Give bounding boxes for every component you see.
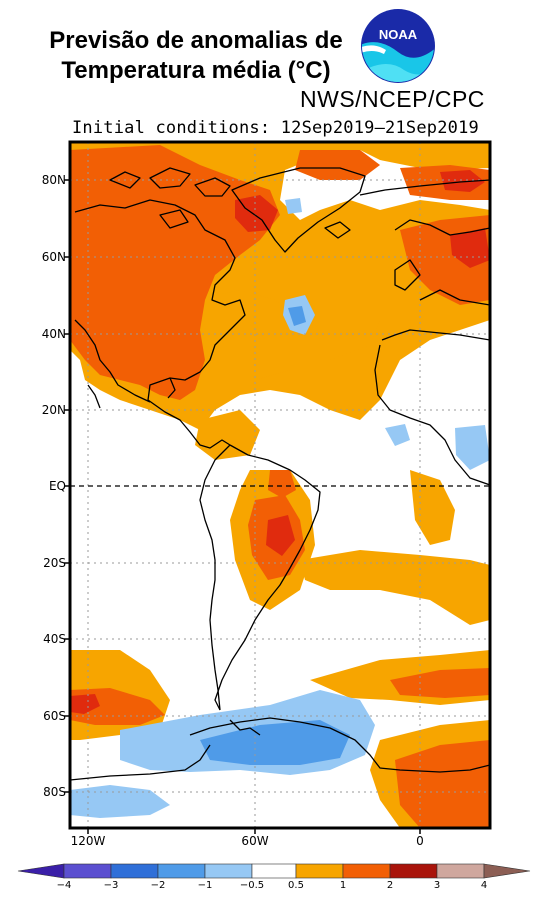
lon-label-0: 0 bbox=[416, 834, 424, 848]
colorbar-tick: 4 bbox=[480, 880, 488, 891]
colorbar-segment bbox=[342, 863, 391, 879]
anomaly-region-cold bbox=[288, 306, 306, 326]
map-title: Previsão de anomalias de Temperatura méd… bbox=[36, 26, 356, 86]
title-line-2: Temperatura média (°C) bbox=[61, 57, 331, 84]
colorbar bbox=[17, 863, 531, 879]
grid bbox=[70, 142, 490, 828]
colorbar-arrow-low bbox=[17, 863, 65, 879]
title-line-1: Previsão de anomalias de bbox=[49, 27, 343, 54]
colorbar-segment bbox=[389, 863, 438, 879]
anomaly-region-cold bbox=[200, 720, 350, 765]
anomaly-region-warm bbox=[195, 290, 380, 380]
anomaly-region-hot bbox=[70, 145, 280, 400]
lat-label-eq: EQ bbox=[48, 479, 66, 493]
anomaly-region-very-hot bbox=[266, 515, 295, 556]
colorbar-tick: 1 bbox=[339, 880, 347, 891]
lat-ticks bbox=[64, 179, 70, 793]
agency-label: NWS/NCEP/CPC bbox=[300, 86, 485, 112]
noaa-logo: NOAA bbox=[358, 6, 438, 91]
anomaly-region-very-hot bbox=[440, 170, 485, 192]
colorbar-tick: 2 bbox=[386, 880, 394, 891]
lon-ticks bbox=[87, 828, 421, 834]
lat-label-20n: 20N bbox=[41, 403, 66, 417]
anomaly-region-warm bbox=[300, 550, 490, 625]
colorbar-segment bbox=[110, 863, 159, 879]
lat-label-20s: 20S bbox=[43, 556, 66, 570]
logo-text: NOAA bbox=[379, 27, 418, 42]
anomaly-region-cool bbox=[285, 198, 302, 214]
anomaly-region-hot bbox=[395, 740, 490, 828]
anomaly-region-hot bbox=[390, 668, 490, 698]
colorbar-tick: 0.5 bbox=[288, 880, 304, 891]
anomaly-region-cool bbox=[385, 424, 410, 446]
colorbar-tick: −3 bbox=[103, 880, 119, 891]
anomaly-region-very-hot bbox=[70, 694, 100, 714]
lat-label-60n: 60N bbox=[41, 250, 66, 264]
colorbar-tick: −0.5 bbox=[239, 880, 265, 891]
lat-label-80s: 80S bbox=[43, 785, 66, 799]
anomaly-region-warm bbox=[410, 470, 455, 545]
lat-label-60s: 60S bbox=[43, 709, 66, 723]
colorbar-tick: 3 bbox=[433, 880, 441, 891]
colorbar-tick: −1 bbox=[197, 880, 213, 891]
colorbar-tick: −2 bbox=[150, 880, 166, 891]
colorbar-segment bbox=[204, 863, 253, 879]
lon-label-120w: 120W bbox=[70, 834, 106, 848]
colorbar-segment bbox=[157, 863, 206, 879]
colorbar-segment bbox=[251, 863, 297, 879]
anomaly-region-hot bbox=[295, 150, 380, 180]
colorbar-segment bbox=[295, 863, 344, 879]
coastlines bbox=[70, 167, 490, 781]
anomaly-region-cool bbox=[455, 425, 490, 470]
lat-label-40s: 40S bbox=[43, 632, 66, 646]
colorbar-tick: −4 bbox=[56, 880, 72, 891]
colorbar-segment bbox=[436, 863, 485, 879]
anomaly-region-cool bbox=[70, 785, 170, 818]
colorbar-segment bbox=[63, 863, 112, 879]
anomaly-region-hot bbox=[268, 470, 296, 498]
map-frame bbox=[68, 140, 492, 830]
anomaly-region-very-hot bbox=[450, 228, 490, 268]
lat-label-40n: 40N bbox=[41, 327, 66, 341]
initial-conditions: Initial conditions: 12Sep2019–21Sep2019 bbox=[72, 118, 479, 138]
colorbar-arrow-high bbox=[483, 863, 531, 879]
anomaly-region-very-hot bbox=[235, 195, 278, 232]
lon-label-60w: 60W bbox=[241, 834, 269, 848]
lat-label-80n: 80N bbox=[41, 173, 66, 187]
